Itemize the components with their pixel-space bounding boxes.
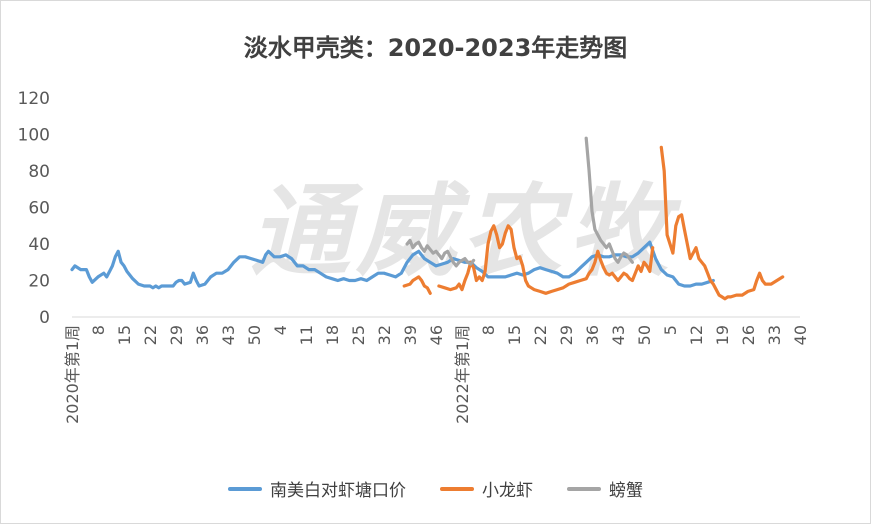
y-tick-label: 40 [28,235,50,255]
series-line-1 [437,224,655,295]
y-tick-label: 0 [39,308,50,328]
legend-swatch [440,486,474,491]
series-line-2 [405,238,476,268]
x-tick-label: 40 [791,325,810,345]
x-tick-label: 29 [557,325,576,345]
x-tick-label: 15 [115,325,134,345]
x-tick-label: 2020年第1周 [63,325,82,424]
y-tick-label: 20 [28,272,50,292]
x-tick-label: 2022年第1周 [453,325,472,424]
legend-item: 小龙虾 [440,476,533,501]
series-line-0 [70,240,715,290]
x-tick-label: 15 [505,325,524,345]
series-line-2 [584,136,635,264]
watermark-logo: 通威农牧 [250,173,674,290]
x-tick-label: 43 [219,325,238,345]
x-tick-label: 22 [531,325,550,345]
x-tick-label: 36 [583,325,602,345]
x-tick-label: 29 [167,325,186,345]
series-line-1 [402,275,432,295]
x-tick-label: 8 [89,325,108,335]
y-tick-label: 120 [18,89,50,109]
x-tick-label: 22 [141,325,160,345]
legend-swatch [567,486,601,491]
x-tick-label: 26 [739,325,758,345]
x-tick-label: 32 [375,325,394,345]
x-tick-label: 25 [349,325,368,345]
y-tick-label: 80 [28,162,50,182]
x-tick-label: 12 [687,325,706,345]
x-tick-label: 4 [271,325,290,335]
y-tick-label: 60 [28,199,50,219]
legend-label: 螃蟹 [609,481,643,501]
legend-swatch [228,486,262,491]
legend-label: 小龙虾 [482,481,533,501]
x-tick-label: 50 [245,325,264,345]
x-tick-label: 36 [193,325,212,345]
legend-item: 南美白对虾塘口价 [228,476,406,501]
series-line-1 [659,145,785,301]
series-layer [70,136,785,301]
x-tick-label: 39 [401,325,420,345]
x-tick-label: 5 [661,325,680,335]
legend-label: 南美白对虾塘口价 [270,481,406,501]
legend-item: 螃蟹 [567,476,643,501]
x-tick-label: 33 [765,325,784,345]
x-axis: 2020年第1周 8 15 22 29 36 43 50 4 11 18 25 32 39 46 2022年第… [63,316,810,424]
x-tick-label: 11 [297,325,316,345]
x-tick-label: 19 [713,325,732,345]
x-tick-label: 8 [479,325,498,335]
legend: 南美白对虾塘口价 小龙虾 螃蟹 [0,476,871,501]
x-tick-label: 43 [609,325,628,345]
x-tick-label: 50 [635,325,654,345]
chart-title: 淡水甲壳类：2020-2023年走势图 [243,34,628,62]
y-axis: 0 20 40 60 80 100 120 [18,89,50,328]
x-tick-label: 46 [427,325,446,345]
x-tick-label: 18 [323,325,342,345]
y-tick-label: 100 [18,126,50,146]
